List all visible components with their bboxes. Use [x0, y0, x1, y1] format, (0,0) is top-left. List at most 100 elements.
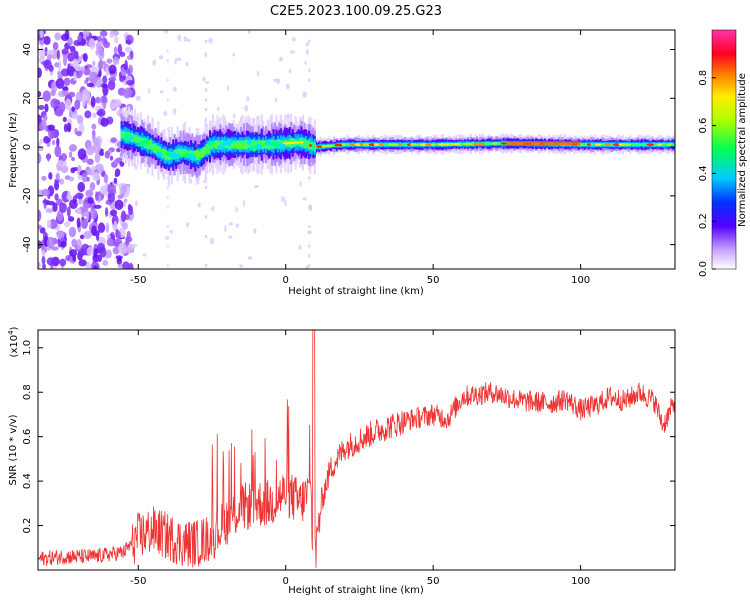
spectrogram-cell: [113, 177, 118, 184]
spectrogram-cell: [51, 139, 56, 146]
spectrogram-cell: [167, 152, 170, 161]
spectrogram-cell: [325, 144, 334, 148]
spectrogram-cell: [166, 244, 169, 248]
spectrogram-cell: [86, 246, 94, 257]
spectrogram-cell: [78, 122, 85, 134]
spectrogram-cell: [151, 143, 154, 150]
spectrogram-cell: [226, 85, 230, 92]
colorbar-gradient: [711, 29, 737, 270]
spectrogram-cell: [89, 208, 98, 220]
spectrogram-cell: [274, 97, 277, 103]
spectrogram-cell: [94, 97, 102, 104]
spectrogram-cell: [56, 49, 61, 60]
spectrogram-cell: [105, 181, 109, 193]
snr-y-label: SNR (10 * v/v): [8, 414, 19, 485]
spectrogram-cell: [59, 258, 67, 267]
spectrogram-cell: [117, 194, 124, 199]
spectrogram-cell: [278, 142, 286, 149]
spectrogram-cell: [259, 140, 268, 146]
spectrogram-cell: [235, 223, 240, 228]
spectrogram-cell: [52, 42, 59, 51]
spectrogram-cell: [232, 113, 236, 119]
spectrogram-cell: [44, 137, 52, 143]
spectrogram-cell: [54, 32, 62, 41]
spectrogram-cell: [67, 91, 76, 98]
spectrogram-cell: [255, 144, 262, 149]
spectrogram-cell: [164, 150, 167, 161]
spectrogram-cell: [646, 143, 655, 146]
spectrogram-cell: [205, 98, 208, 102]
y-tick-label: 20: [22, 92, 33, 105]
spectrogram-cell: [60, 153, 68, 162]
spectrogram-cell: [103, 173, 109, 184]
spectrogram-cell: [468, 142, 474, 146]
spectrogram-cell: [86, 176, 90, 182]
spectrogram-cell: [368, 143, 375, 146]
spectrogram-cell: [100, 117, 109, 127]
spectrogram-cell: [91, 123, 97, 130]
spectrogram-cell: [46, 49, 55, 56]
spectrogram-cell: [211, 206, 215, 212]
y-tick-label: 0.8: [22, 384, 33, 400]
colorbar-tick-label: 0.8: [698, 70, 709, 86]
spectrogram-cell: [126, 184, 130, 194]
spectrogram-cell: [216, 145, 225, 150]
spectrogram-cell: [96, 35, 102, 43]
spectrogram-cell: [293, 141, 300, 144]
spectrogram-cell: [152, 59, 157, 66]
spectrogram-cell: [109, 103, 116, 109]
spectrogram-cell: [103, 41, 111, 49]
spectrogram-cell: [42, 263, 46, 269]
spectrogram-cell: [163, 110, 168, 116]
spectrogram-cell: [174, 58, 177, 65]
spectrogram-cell: [383, 143, 386, 146]
spectrogram-cell: [71, 113, 79, 120]
spectrogram-cell: [341, 143, 346, 146]
spectrogram-cell: [205, 215, 208, 219]
spectrogram-cell: [204, 52, 208, 58]
spectrogram-cell: [58, 159, 67, 168]
spectrogram-axes: -50 0 50 100 -40 -20 0 20 40: [22, 30, 675, 286]
snr-axes: -50 0 50 100 0.2 0.4 0.6 0.8 1.0: [22, 330, 675, 587]
spectrogram-cell: [108, 77, 117, 82]
spectrogram-cell: [38, 67, 42, 78]
spectrogram-cell: [46, 153, 51, 162]
x-tick-label: 50: [427, 576, 440, 587]
spectrogram-cell: [127, 203, 132, 212]
spectrogram-cell: [654, 142, 657, 147]
spectrogram-cell: [112, 56, 120, 66]
spectrogram-cell: [165, 235, 170, 241]
spectrogram-cell: [60, 165, 69, 174]
spectrogram-cell: [244, 105, 249, 112]
spectrogram-cell: [253, 139, 256, 150]
spectrogram-cell: [148, 87, 151, 94]
spectrogram-cell: [587, 143, 591, 146]
spectrogram-cell: [205, 39, 208, 43]
spectrogram-cell: [185, 61, 189, 67]
y-tick-label: -20: [22, 188, 33, 204]
spectrogram-cell: [43, 59, 52, 69]
spectrogram-cell: [73, 50, 78, 61]
spectrogram-cell: [102, 75, 108, 84]
spectrogram-cell: [114, 35, 119, 44]
spectrogram-cell: [170, 152, 177, 159]
spectrogram-cell: [201, 76, 206, 82]
spectrogram-cell: [104, 207, 109, 217]
spectrogram-cell: [246, 140, 252, 145]
spectrogram-cell: [178, 148, 181, 158]
spectrogram-cell: [604, 143, 611, 146]
spectrogram-cell: [242, 199, 246, 207]
spectrogram-cell: [205, 80, 210, 85]
spectrogram-cell: [109, 209, 118, 217]
spectrogram-cell: [38, 142, 41, 147]
spectrogram-cell: [114, 172, 119, 177]
spectrogram-cell: [205, 117, 208, 121]
spectrogram-cell: [499, 142, 502, 145]
spectrogram-cell: [98, 48, 105, 61]
spectrogram-cell: [92, 60, 96, 67]
spectrogram-cell: [39, 30, 44, 39]
colorbar-label: Normalized spectral amplitude: [737, 73, 748, 227]
spectrogram-cell: [81, 216, 85, 221]
spectrogram-cell: [128, 262, 134, 269]
spectrogram-cell: [305, 265, 309, 269]
